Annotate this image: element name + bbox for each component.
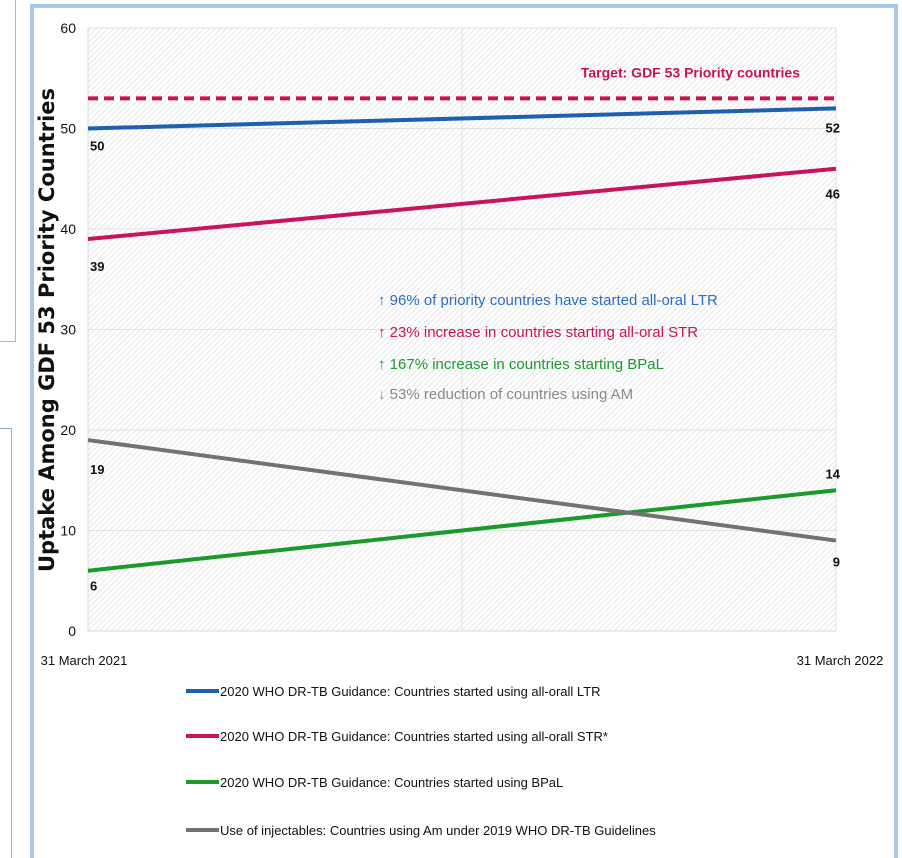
legend: 2020 WHO DR-TB Guidance: Countries start…	[186, 684, 656, 838]
y-axis-title: Uptake Among GDF 53 Priority Countries	[35, 88, 59, 572]
target-label: Target: GDF 53 Priority countries	[581, 64, 800, 80]
series-line-0	[87, 106, 837, 131]
data-label: 50	[90, 139, 104, 154]
data-label: 6	[90, 579, 97, 594]
annotations: ↑ 96% of priority countries have started…	[378, 292, 718, 403]
y-tick-label: 20	[60, 422, 76, 438]
annotation-text: ↑ 23% increase in countries starting all…	[378, 324, 698, 341]
series-line-2	[87, 488, 837, 573]
annotation-text: ↓ 53% reduction of countries using AM	[378, 386, 633, 403]
data-label: 39	[90, 259, 104, 274]
data-label: 52	[826, 120, 840, 135]
data-label: 14	[826, 466, 841, 481]
y-tick-label: 0	[68, 623, 76, 639]
legend-entry: Use of injectables: Countries using Am u…	[220, 823, 656, 838]
series-line-3	[87, 438, 837, 543]
x-tick-label: 31 March 2022	[797, 653, 884, 668]
y-tick-label: 40	[60, 221, 76, 237]
left-orange-border	[0, 0, 16, 342]
legend-entry: 2020 WHO DR-TB Guidance: Countries start…	[220, 775, 563, 790]
x-tick-label: 31 March 2021	[41, 653, 128, 668]
y-tick-label: 60	[60, 20, 76, 36]
series-line-1	[87, 166, 837, 242]
data-labels: 50 52 39 46 6 14 19 9	[90, 120, 841, 593]
y-tick-label: 50	[60, 121, 76, 137]
legend-entry: 2020 WHO DR-TB Guidance: Countries start…	[220, 729, 608, 744]
annotation-text: ↑ 167% increase in countries starting BP…	[378, 356, 664, 373]
data-label: 46	[826, 187, 840, 202]
left-blue-border	[0, 428, 12, 858]
y-tick-label: 30	[60, 322, 76, 338]
annotation-text: ↑ 96% of priority countries have started…	[378, 292, 718, 309]
data-label: 19	[90, 462, 104, 477]
series: Target: GDF 53 Priority countries	[87, 64, 837, 573]
data-label: 9	[833, 555, 840, 570]
chart-frame-border	[30, 4, 898, 858]
legend-entry: 2020 WHO DR-TB Guidance: Countries start…	[220, 684, 601, 699]
y-tick-label: 10	[60, 523, 76, 539]
